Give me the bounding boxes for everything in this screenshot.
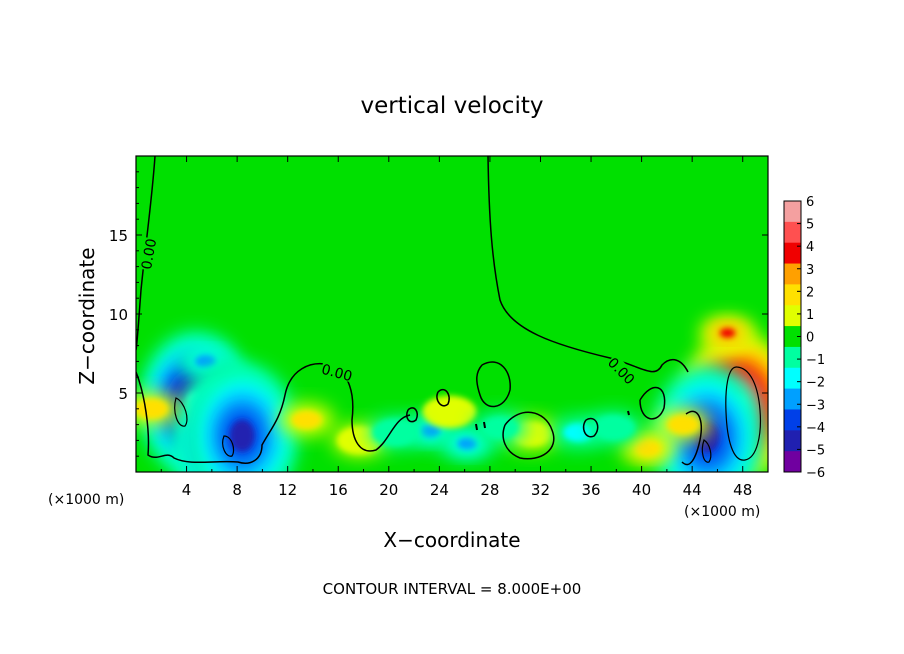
colorbar-swatch — [784, 242, 801, 265]
x-tick-label: 12 — [278, 481, 297, 499]
zero-contours — [136, 156, 762, 466]
velocity-cell — [481, 416, 519, 439]
contour-label: 0.00 — [139, 237, 160, 270]
colorbar-swatch — [784, 201, 801, 223]
x-unit-left: (×1000 m) — [48, 492, 124, 508]
colorbar-label: 6 — [806, 195, 814, 210]
plot-area: 0.000.00 0.00 4 8 12 16 20 24 28 32 36 40 44 48 5101… — [109, 155, 769, 499]
velocity-cell — [592, 415, 635, 441]
zero-contour-line — [405, 407, 419, 423]
velocity-field — [136, 316, 768, 472]
colorbar-label: 2 — [806, 285, 814, 300]
x-tick-label: 48 — [733, 481, 752, 499]
velocity-cell — [420, 424, 441, 438]
colorbar-label: −1 — [806, 353, 825, 368]
contour-label-bg — [137, 236, 158, 271]
colorbar-swatch — [784, 451, 801, 473]
velocity-cell — [667, 415, 700, 435]
colorbar-swatch — [784, 346, 801, 369]
positive-contour-line — [222, 435, 235, 457]
colorbar-swatch — [784, 284, 801, 306]
colorbar-label: 5 — [806, 218, 814, 233]
x-tick-label: 28 — [480, 481, 499, 499]
velocity-cell — [136, 398, 169, 419]
y-axis-label: Z−coordinate — [75, 247, 99, 384]
x-axis-ticks: 4 8 12 16 20 24 28 32 36 40 44 48 — [160, 156, 752, 499]
x-tick-label: 8 — [232, 481, 242, 499]
colorbar-swatch — [784, 430, 801, 452]
y-tick-label: 10 — [109, 306, 128, 324]
velocity-cell — [291, 410, 322, 429]
zero-contour-line — [136, 363, 411, 464]
colorbar-label: 1 — [806, 308, 814, 323]
y-axis-ticks: 5 10 15 — [109, 171, 768, 457]
chart-title: vertical velocity — [361, 93, 544, 119]
velocity-cell — [230, 419, 255, 452]
contour-label: 0.00 — [320, 362, 354, 386]
positive-contour-line — [174, 397, 188, 427]
x-axis-label: X−coordinate — [383, 528, 520, 552]
colorbar-label: −6 — [806, 466, 825, 481]
zero-contour-line — [436, 388, 450, 407]
positive-contour-line — [701, 439, 712, 463]
colorbar-label: 0 — [806, 331, 814, 346]
colorbar-label: −2 — [806, 376, 825, 391]
contour-interval-text: CONTOUR INTERVAL = 8.000E+00 — [323, 580, 582, 598]
velocity-cell — [372, 418, 418, 447]
zero-contour-line — [502, 411, 555, 460]
velocity-cell — [719, 328, 736, 338]
contour-dot — [483, 421, 486, 429]
contour-dot — [627, 410, 630, 416]
contour-label-bg — [319, 360, 355, 383]
colorbar-swatch — [784, 367, 801, 390]
velocity-cell — [195, 355, 216, 368]
velocity-cell — [563, 423, 594, 442]
zero-contour-line — [681, 410, 702, 466]
colorbar-label: −3 — [806, 398, 825, 413]
colorbar: 6 5 4 3 2 1 0 −1 −2 −3 −4 −5 −6 — [783, 195, 825, 481]
colorbar-label: 3 — [806, 263, 814, 278]
velocity-cell — [457, 437, 477, 450]
x-tick-label: 36 — [581, 481, 600, 499]
x-tick-label: 40 — [632, 481, 651, 499]
contour-dot — [475, 423, 478, 431]
zero-contour-line — [476, 361, 511, 408]
x-tick-label: 44 — [683, 481, 702, 499]
x-tick-label: 32 — [531, 481, 550, 499]
zero-contour-line — [136, 156, 156, 351]
colorbar-label: −4 — [806, 421, 825, 436]
colorbar-label: 4 — [806, 240, 814, 255]
zero-contour-line — [582, 417, 599, 438]
colorbar-swatch — [784, 409, 801, 431]
zero-contour-line — [639, 386, 666, 420]
velocity-cell — [635, 440, 661, 456]
y-tick-label: 5 — [118, 385, 128, 403]
x-tick-label: 20 — [379, 481, 398, 499]
colorbar-label: −5 — [806, 443, 825, 458]
colorbar-swatch — [784, 221, 801, 244]
colorbar-swatch — [784, 263, 801, 285]
x-tick-label: 16 — [329, 481, 348, 499]
velocity-cell — [422, 395, 477, 429]
zero-contour-line — [487, 156, 689, 373]
colorbar-swatch — [784, 388, 801, 410]
y-tick-label: 15 — [109, 227, 128, 245]
x-unit-right: (×1000 m) — [684, 504, 760, 520]
positive-contour-line — [725, 366, 762, 461]
x-tick-label: 4 — [182, 481, 192, 499]
colorbar-swatch — [784, 305, 801, 327]
contour-label-bg — [605, 353, 639, 387]
colorbar-swatch — [784, 326, 801, 348]
x-tick-label: 24 — [430, 481, 449, 499]
